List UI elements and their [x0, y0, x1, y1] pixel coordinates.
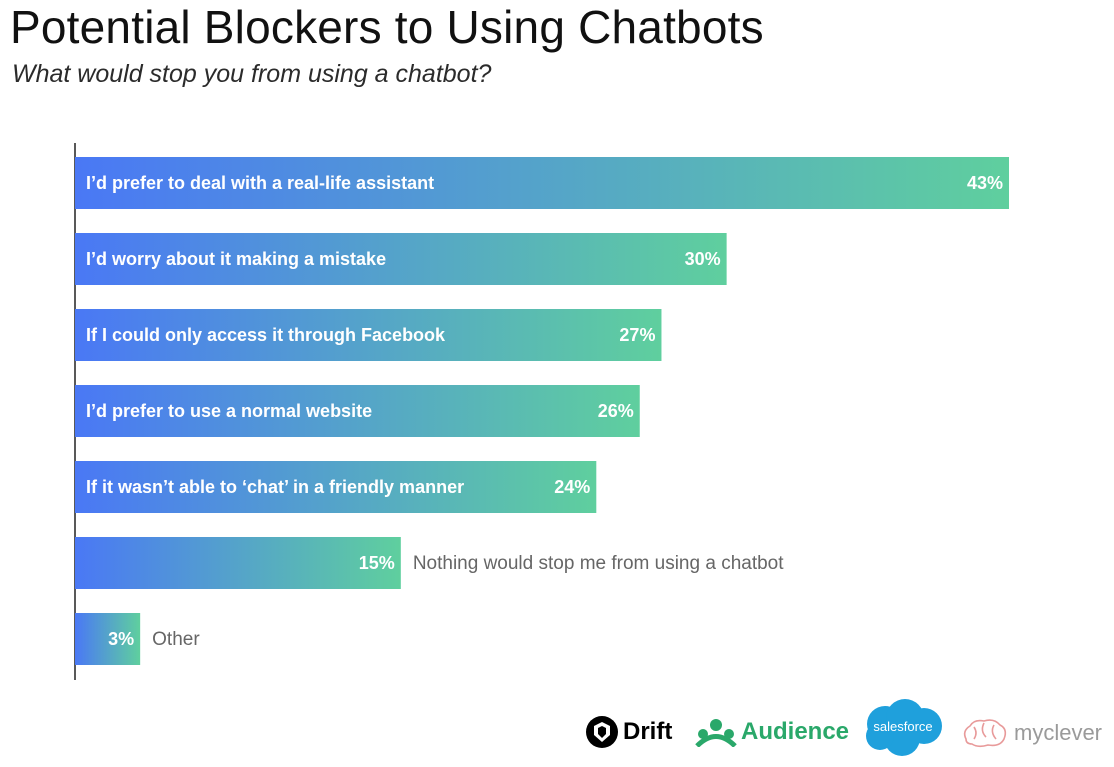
chart-title: Potential Blockers to Using Chatbots: [10, 1, 764, 53]
bar: [75, 233, 727, 285]
drift-logo: Drift: [585, 715, 672, 749]
salesforce-wordmark: salesforce: [873, 719, 933, 734]
myclever-wordmark: myclever: [1014, 720, 1103, 745]
bar: [75, 461, 597, 513]
drift-wordmark: Drift: [623, 718, 673, 745]
bar-category-label: If I could only access it through Facebo…: [86, 325, 446, 345]
bar-value-label: 15%: [359, 553, 395, 573]
bar-value-label: 3%: [108, 629, 134, 649]
bar-chart: 43% I’d prefer to deal with a real-life a…: [74, 143, 1009, 680]
bar: [75, 157, 1009, 209]
bar-category-label: I’d prefer to deal with a real-life assi…: [86, 173, 434, 193]
salesforce-logo: salesforce: [860, 698, 946, 758]
bar: [75, 537, 401, 589]
bar: [75, 613, 141, 665]
drift-icon: [586, 716, 618, 748]
bar-value-label: 30%: [685, 249, 721, 269]
audience-icon: [695, 719, 737, 747]
bar-value-label: 43%: [967, 173, 1003, 193]
bar-value-label: 26%: [598, 401, 634, 421]
bar: [75, 385, 640, 437]
brain-icon: [963, 719, 1007, 748]
sponsor-logos: Drift Audience salesforce: [585, 699, 1105, 763]
myclever-logo: myclever: [960, 717, 1102, 749]
bar-category-label: I’d prefer to use a normal website: [86, 401, 372, 421]
bar-value-label: 27%: [619, 325, 655, 345]
bar-category-label: Nothing would stop me from using a chatb…: [413, 553, 784, 574]
audience-wordmark: Audience: [741, 718, 850, 745]
salesforce-cloud-icon: [866, 699, 942, 756]
bar-value-label: 24%: [554, 477, 590, 497]
chart-subtitle: What would stop you from using a chatbot…: [12, 60, 492, 88]
bar-category-label: I’d worry about it making a mistake: [86, 249, 386, 269]
bar-category-label: If it wasn’t able to ‘chat’ in a friendl…: [86, 477, 464, 497]
bar-category-label: Other: [152, 629, 200, 650]
bar: [75, 309, 662, 361]
audience-logo: Audience: [695, 717, 849, 747]
